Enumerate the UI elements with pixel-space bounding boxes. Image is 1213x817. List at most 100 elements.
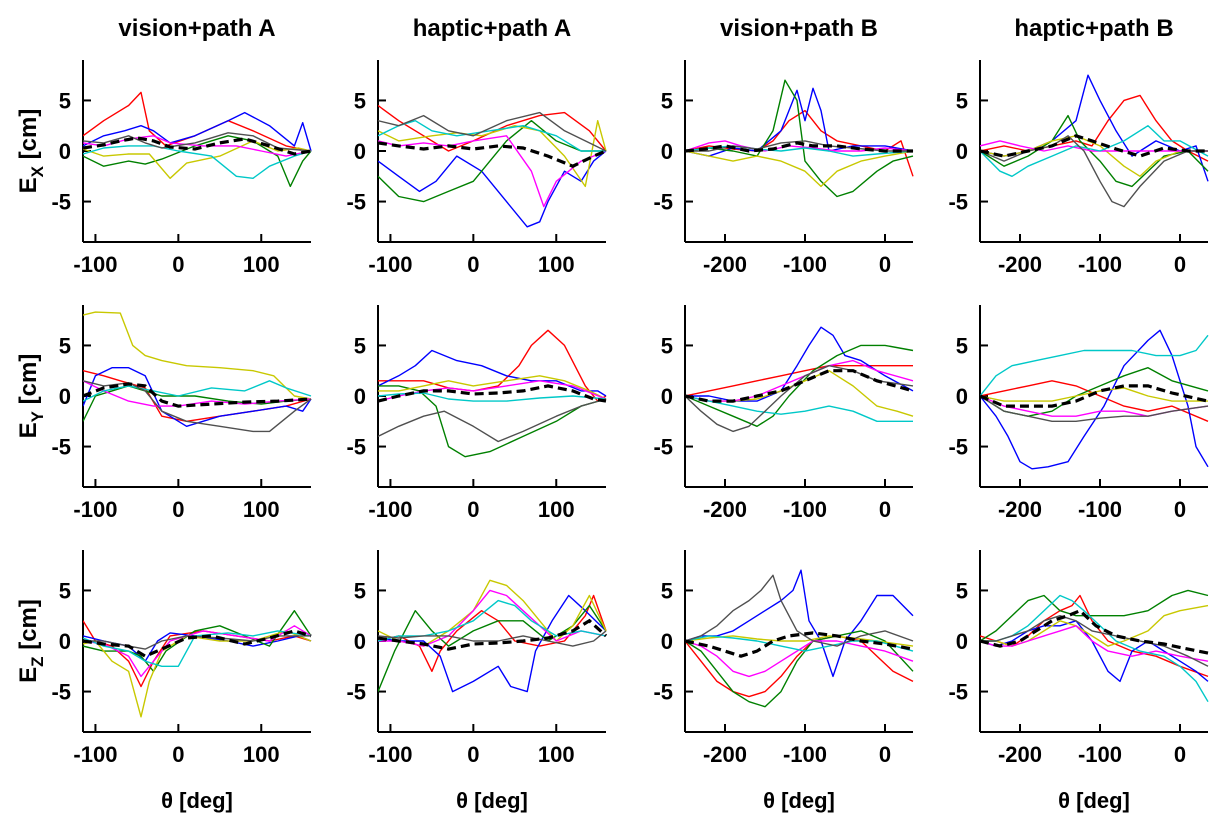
series-line (83, 111, 312, 152)
y-tick-label: 5 (59, 88, 71, 113)
series-group (980, 74, 1209, 208)
mean-line (685, 141, 913, 153)
series-line (378, 135, 607, 208)
y-tick-label: -5 (653, 435, 673, 460)
series-line (83, 140, 312, 180)
series-line (685, 395, 913, 422)
series-group (685, 326, 914, 433)
x-tick-label: -100 (1078, 497, 1122, 522)
y-tick-label: 5 (661, 88, 673, 113)
x-tick-label: 0 (172, 497, 184, 522)
y-tick-label: 0 (354, 384, 366, 409)
series-line (378, 150, 607, 228)
series-line (980, 334, 1209, 397)
panel-r0-c2: -5 0 5 -200 -100 0 (653, 60, 914, 277)
y-tick-label: 5 (956, 578, 968, 603)
ylabel-main: E (15, 177, 42, 193)
x-tick-label: 0 (172, 252, 184, 277)
series-line (980, 124, 1209, 178)
series-line (378, 630, 607, 647)
y-tick-label: 5 (956, 88, 968, 113)
series-line (980, 620, 1209, 683)
x-tick-label: -100 (1078, 742, 1122, 767)
x-tick-label: 0 (1174, 252, 1186, 277)
series-line (980, 135, 1208, 178)
series-line (83, 132, 312, 152)
x-tick-label: -100 (783, 742, 827, 767)
y-tick-label: -5 (346, 680, 366, 705)
mean-line (378, 384, 607, 403)
series-line (83, 380, 312, 433)
panel-r0-c1: -5 0 5 -100 0 100 (346, 60, 607, 277)
series-line (378, 385, 607, 458)
series-line (378, 119, 607, 188)
series-line (378, 604, 607, 692)
series-line (980, 625, 1209, 662)
y-tick-label: 0 (59, 139, 71, 164)
x-tick-label: 100 (538, 497, 575, 522)
mean-line (685, 369, 914, 403)
x-tick-label: 100 (243, 742, 280, 767)
y-tick-label: 5 (354, 333, 366, 358)
ylabel-sub: Z (28, 656, 47, 666)
mean-line (980, 384, 1209, 408)
x-tick-label: 0 (1174, 742, 1186, 767)
mean-line (378, 618, 608, 651)
x-tick-label: -200 (703, 742, 747, 767)
x-axis-label: θ [deg] (763, 788, 835, 813)
x-tick-label: -100 (368, 252, 412, 277)
y-tick-label: 5 (661, 333, 673, 358)
column-title: haptic+path B (1014, 15, 1173, 42)
mean-line (980, 608, 1209, 655)
series-line (83, 135, 312, 188)
panel-r2-c0: -5 0 5 -100 0 100 θ [deg] (51, 550, 312, 813)
series-line (378, 398, 607, 443)
series-line (685, 79, 914, 198)
series-line (685, 569, 914, 678)
mean-line (685, 631, 914, 658)
mean-line (980, 134, 1208, 158)
series-group (685, 79, 914, 198)
mean-line (83, 629, 312, 658)
series-line (685, 640, 914, 678)
column-title: vision+path A (118, 15, 275, 42)
series-line (378, 594, 607, 672)
x-tick-label: 100 (243, 497, 280, 522)
series-line (980, 594, 1209, 678)
y-tick-label: 0 (661, 384, 673, 409)
y-tick-label: -5 (653, 190, 673, 215)
y-tick-label: 0 (956, 384, 968, 409)
series-line (378, 119, 606, 203)
series-line (685, 150, 914, 188)
series-line (685, 635, 914, 698)
series-line (980, 329, 1209, 470)
series-line (378, 329, 607, 402)
series-group (980, 329, 1209, 470)
y-tick-label: 5 (956, 333, 968, 358)
y-tick-label: 5 (59, 333, 71, 358)
series-group (685, 569, 914, 708)
row-ylabel: EZ [cm] (15, 599, 47, 683)
series-line (83, 630, 312, 667)
column-title: haptic+path A (413, 15, 571, 42)
ylabel-unit: [cm] (15, 354, 42, 411)
x-tick-label: -100 (73, 742, 117, 767)
series-line (378, 589, 607, 647)
series-line (980, 74, 1209, 182)
mean-line (378, 141, 607, 168)
y-tick-label: 5 (661, 578, 673, 603)
series-line (980, 387, 1208, 402)
x-tick-label: -100 (368, 497, 412, 522)
row-ylabel: EX [cm] (15, 109, 47, 194)
x-tick-label: 0 (172, 742, 184, 767)
column-title: vision+path B (720, 15, 878, 42)
series-line (980, 114, 1209, 188)
series-line (980, 395, 1209, 422)
x-tick-label: -100 (73, 252, 117, 277)
y-tick-label: -5 (948, 680, 968, 705)
series-line (83, 145, 312, 180)
x-tick-label: 0 (879, 252, 891, 277)
y-tick-label: -5 (346, 190, 366, 215)
series-line (83, 367, 312, 427)
